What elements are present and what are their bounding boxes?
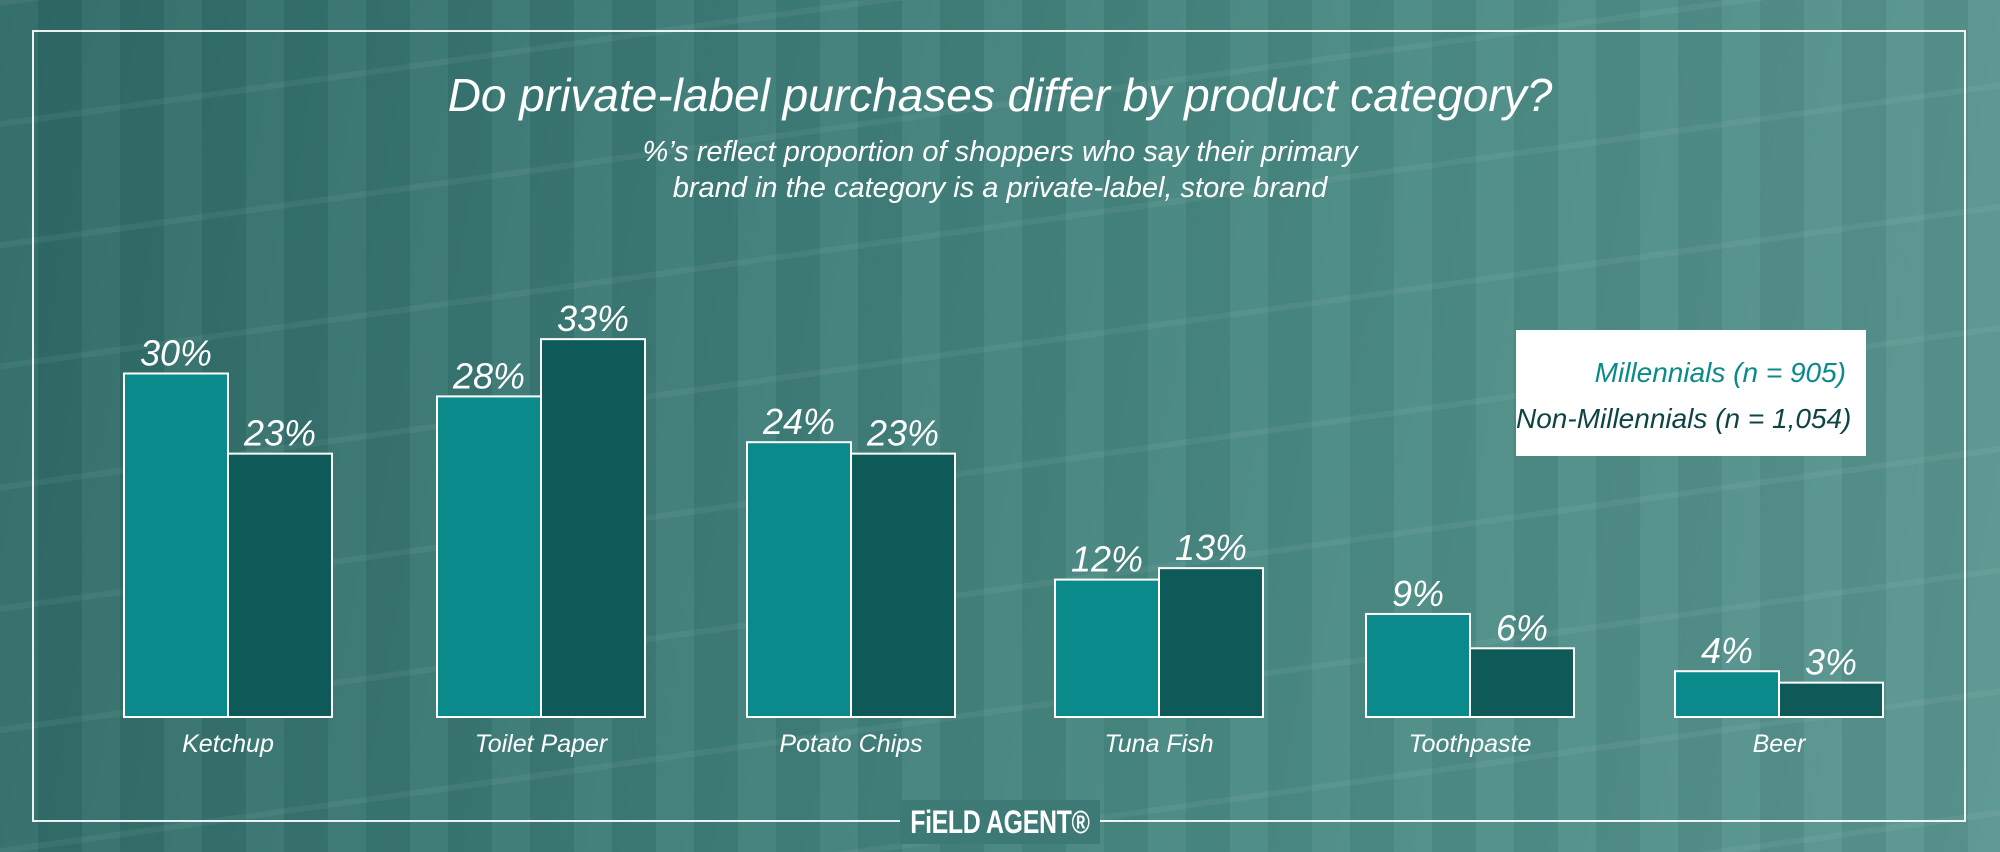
bar-toothpaste-series-2	[1469, 647, 1575, 718]
category-label: Toothpaste	[1409, 730, 1532, 758]
data-label: 24%	[762, 401, 835, 442]
chart-subtitle: %’s reflect proportion of shoppers who s…	[500, 134, 1500, 206]
data-label: 30%	[140, 333, 212, 374]
data-label: 9%	[1392, 573, 1444, 614]
data-label: 13%	[1175, 527, 1247, 568]
field-agent-logo: FiELD AGENT®	[910, 803, 1090, 840]
chart-title: Do private-label purchases differ by pro…	[447, 69, 1553, 121]
bar-tuna-fish-series-2	[1158, 567, 1264, 719]
bar-tuna-fish-series-1	[1054, 578, 1160, 718]
subtitle-line-1: %’s reflect proportion of shoppers who s…	[642, 136, 1358, 168]
bar-ketchup-series-1	[123, 372, 229, 718]
bar-potato-chips-series-1	[746, 441, 852, 718]
subtitle-line-2: brand in the category is a private-label…	[672, 172, 1328, 204]
bar-toilet-paper-series-2	[540, 338, 646, 718]
category-label: Potato Chips	[779, 730, 922, 758]
bar-potato-chips-series-2	[850, 452, 956, 718]
footer-logo-area: FiELD AGENT®	[900, 800, 1100, 844]
bar-beer-series-2	[1778, 681, 1884, 719]
category-label: Beer	[1753, 730, 1807, 758]
legend: Millennials (n = 905) Non-Millennials (n…	[1516, 330, 1866, 456]
data-label: 6%	[1496, 607, 1548, 648]
bar-beer-series-1	[1674, 670, 1780, 719]
data-label: 33%	[557, 298, 629, 339]
data-label: 23%	[866, 413, 939, 454]
bar-toothpaste-series-1	[1365, 612, 1471, 719]
category-label: Ketchup	[182, 730, 274, 758]
category-label: Tuna Fish	[1104, 730, 1213, 758]
category-label: Toilet Paper	[475, 730, 609, 758]
data-label: 12%	[1071, 539, 1143, 580]
data-label: 23%	[243, 413, 316, 454]
legend-entry-non-millennials: Non-Millennials (n = 1,054)	[1516, 403, 1852, 434]
data-label: 28%	[452, 355, 525, 396]
data-label: 3%	[1805, 642, 1857, 683]
bar-ketchup-series-2	[227, 452, 333, 718]
legend-entry-millennials: Millennials (n = 905)	[1594, 357, 1846, 388]
data-label: 4%	[1701, 630, 1753, 671]
bar-toilet-paper-series-1	[436, 395, 542, 718]
